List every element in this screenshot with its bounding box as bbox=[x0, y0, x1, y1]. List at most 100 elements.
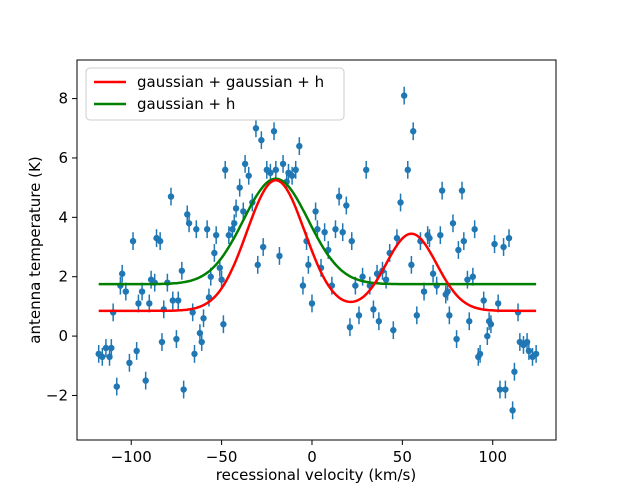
data-point bbox=[458, 181, 466, 200]
point-marker bbox=[216, 264, 223, 272]
point-marker bbox=[453, 335, 460, 343]
point-marker bbox=[288, 172, 296, 179]
point-marker bbox=[259, 243, 267, 251]
point-marker bbox=[258, 136, 265, 144]
data-point bbox=[252, 119, 260, 138]
data-point bbox=[429, 264, 437, 283]
point-marker bbox=[272, 166, 280, 174]
point-marker bbox=[270, 128, 278, 135]
data-point bbox=[135, 294, 142, 313]
point-marker bbox=[437, 231, 444, 239]
point-marker bbox=[254, 261, 261, 269]
point-marker bbox=[211, 249, 218, 257]
point-marker bbox=[480, 297, 487, 304]
y-tick-label: 2 bbox=[58, 268, 68, 286]
data-point bbox=[525, 342, 533, 360]
data-point bbox=[296, 137, 303, 155]
point-marker bbox=[167, 193, 175, 200]
data-point bbox=[267, 163, 274, 182]
y-axis-ticks: −2 0 2 4 6 8 bbox=[46, 90, 77, 404]
point-marker bbox=[413, 312, 421, 319]
point-marker bbox=[169, 297, 176, 304]
point-marker bbox=[236, 184, 243, 191]
point-marker bbox=[502, 386, 509, 393]
data-point bbox=[193, 220, 200, 239]
data-point bbox=[466, 312, 473, 331]
point-marker bbox=[189, 309, 196, 316]
point-marker bbox=[279, 160, 287, 168]
x-tick-label: −50 bbox=[206, 448, 238, 466]
data-point bbox=[231, 214, 238, 233]
point-marker bbox=[496, 386, 504, 393]
data-point bbox=[146, 294, 153, 313]
data-point bbox=[189, 303, 196, 322]
point-marker bbox=[460, 237, 468, 245]
data-point bbox=[346, 318, 354, 337]
data-point bbox=[175, 291, 182, 310]
data-point bbox=[225, 226, 233, 245]
point-marker bbox=[296, 142, 303, 150]
data-point bbox=[426, 229, 433, 248]
point-marker bbox=[108, 344, 115, 352]
data-point bbox=[487, 315, 495, 334]
data-point bbox=[413, 306, 421, 325]
point-marker bbox=[500, 243, 507, 251]
data-point bbox=[212, 226, 220, 245]
data-point bbox=[359, 267, 366, 286]
point-marker bbox=[382, 276, 390, 283]
data-point bbox=[480, 291, 487, 310]
point-marker bbox=[203, 226, 211, 233]
point-marker bbox=[469, 273, 477, 280]
data-point bbox=[156, 232, 164, 250]
data-point bbox=[259, 238, 267, 256]
point-marker bbox=[198, 338, 205, 346]
point-marker bbox=[321, 228, 328, 236]
point-marker bbox=[400, 92, 408, 99]
data-point bbox=[437, 226, 444, 245]
point-marker bbox=[173, 335, 180, 343]
data-point bbox=[469, 267, 477, 286]
x-tick-label: −100 bbox=[111, 448, 152, 466]
y-axis-label: antenna temperature (K) bbox=[26, 156, 44, 343]
point-marker bbox=[429, 270, 437, 277]
point-marker bbox=[292, 166, 299, 174]
data-point bbox=[460, 232, 468, 250]
y-tick-label: 6 bbox=[58, 149, 68, 167]
point-marker bbox=[455, 246, 462, 254]
data-point bbox=[321, 223, 328, 242]
legend-label-gaussian-h: gaussian + h bbox=[137, 95, 235, 113]
data-point bbox=[502, 380, 509, 399]
data-point bbox=[203, 220, 211, 239]
data-point bbox=[500, 238, 507, 256]
data-point bbox=[241, 155, 249, 173]
point-marker bbox=[308, 300, 316, 307]
point-marker bbox=[408, 261, 415, 269]
data-point bbox=[258, 131, 265, 150]
data-point bbox=[126, 353, 133, 372]
point-marker bbox=[126, 359, 133, 367]
data-point bbox=[122, 282, 130, 301]
fit-line-gaussian-h bbox=[98, 177, 537, 286]
point-marker bbox=[267, 169, 274, 177]
data-point bbox=[455, 241, 462, 259]
point-marker bbox=[511, 368, 518, 375]
data-point bbox=[142, 371, 149, 390]
data-point bbox=[292, 160, 299, 179]
point-marker bbox=[375, 318, 383, 325]
data-point bbox=[375, 312, 383, 331]
point-marker bbox=[191, 350, 198, 358]
data-point bbox=[335, 187, 343, 206]
point-marker bbox=[156, 237, 164, 245]
data-point bbox=[420, 282, 428, 301]
data-point bbox=[299, 276, 307, 295]
data-point bbox=[370, 300, 377, 319]
data-point bbox=[397, 193, 404, 212]
point-marker bbox=[222, 166, 229, 174]
y-tick-label: 0 bbox=[58, 327, 68, 345]
data-points bbox=[95, 86, 540, 420]
point-marker bbox=[491, 240, 498, 248]
point-marker bbox=[476, 350, 484, 358]
point-marker bbox=[449, 220, 457, 227]
point-marker bbox=[509, 407, 516, 414]
point-marker bbox=[299, 282, 307, 289]
